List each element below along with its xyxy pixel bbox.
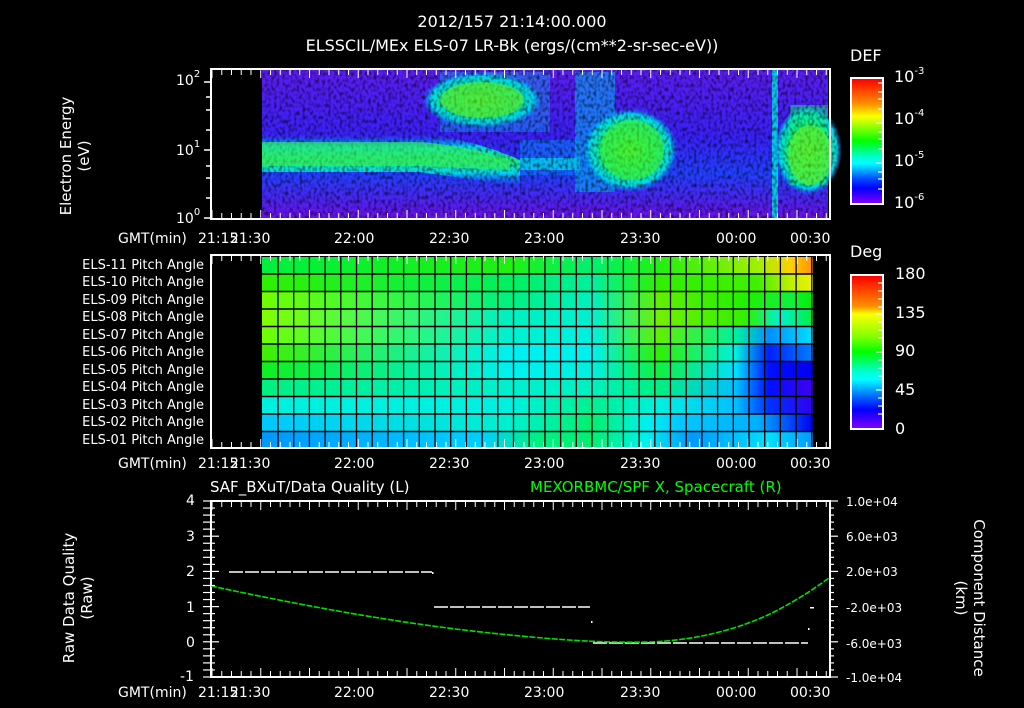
time-tick: 21:30 [230, 231, 271, 247]
row-label-els-08: ELS-08 Pitch Angle [82, 310, 204, 325]
row-label-els-05: ELS-05 Pitch Angle [82, 363, 204, 378]
time-tick: 00:30 [790, 456, 831, 472]
def-tick-1e-5: 10-5 [894, 150, 925, 170]
time-tick: 23:30 [620, 685, 661, 701]
dq-tick-neg1: -1 [180, 669, 194, 685]
time-tick: 00:30 [790, 685, 831, 701]
dq-tick-2: 2 [186, 564, 195, 580]
time-tick: 22:00 [334, 231, 375, 247]
time-tick: 21:30 [230, 456, 271, 472]
deg-tick-45: 45 [895, 380, 916, 399]
def-tick-1e-6: 10-6 [894, 192, 925, 212]
deg-colorbar-title: Deg [850, 242, 883, 261]
data-quality-axis-label: Raw Data Quality (Raw) [60, 532, 96, 664]
time-tick: 00:00 [716, 456, 757, 472]
time-tick: 22:30 [429, 456, 470, 472]
time-tick: 22:30 [429, 231, 470, 247]
dq-tick-4: 4 [186, 493, 195, 509]
time-tick: 23:00 [524, 456, 565, 472]
row-label-els-04: ELS-04 Pitch Angle [82, 380, 204, 395]
dq-tick-0: 0 [186, 635, 195, 651]
time-axis-label: GMT(min) [118, 231, 187, 247]
time-tick: 22:00 [334, 685, 375, 701]
row-label-els-02: ELS-02 Pitch Angle [82, 415, 204, 430]
energy-tick-1: 100 [176, 207, 201, 227]
deg-colorbar [850, 274, 884, 430]
pitch-angle-heatmap [262, 257, 813, 447]
def-tick-1e-4: 10-4 [894, 108, 925, 128]
time-tick: 21:15 [198, 231, 239, 247]
time-tick: 00:30 [790, 231, 831, 247]
dq-tick-1: 1 [186, 600, 195, 616]
time-tick: 22:00 [334, 456, 375, 472]
def-tick-1e-3: 10-3 [894, 66, 925, 86]
time-tick: 22:30 [429, 685, 470, 701]
deg-tick-0: 0 [895, 419, 906, 438]
row-label-els-01: ELS-01 Pitch Angle [82, 433, 204, 448]
deg-tick-90: 90 [895, 341, 916, 360]
dq-tick-3: 3 [186, 529, 195, 545]
def-colorbar-title: DEF [850, 46, 882, 65]
time-axis-label: GMT(min) [118, 456, 187, 472]
time-tick: 23:00 [524, 231, 565, 247]
time-tick: 21:15 [198, 685, 239, 701]
time-tick: 00:00 [716, 685, 757, 701]
energy-tick-10: 101 [176, 139, 201, 159]
dist-tick-2e3: 2.0e+03 [846, 565, 898, 579]
dist-tick-1e4: 1.0e+04 [846, 495, 898, 509]
row-label-els-10: ELS-10 Pitch Angle [82, 275, 204, 290]
time-tick: 21:30 [230, 685, 271, 701]
dist-tick-neg2e3: -2.0e+03 [846, 601, 903, 615]
deg-tick-180: 180 [895, 264, 926, 283]
row-label-els-11: ELS-11 Pitch Angle [82, 258, 204, 273]
distance-axis-label: Component Distance (km) [952, 519, 988, 677]
left-series-title: SAF_BXuT/Data Quality (L) [210, 478, 410, 496]
time-tick: 00:00 [716, 231, 757, 247]
def-colorbar [850, 77, 884, 205]
row-label-els-09: ELS-09 Pitch Angle [82, 293, 204, 308]
right-series-title: MEXORBMC/SPF X, Spacecraft (R) [530, 478, 782, 496]
row-label-els-03: ELS-03 Pitch Angle [82, 398, 204, 413]
plot-subtitle: ELSSCIL/MEx ELS-07 LR-Bk (ergs/(cm**2-sr… [305, 36, 719, 55]
dist-tick-6e3: 6.0e+03 [846, 530, 898, 544]
dist-tick-neg1e4: -1.0e+04 [846, 671, 903, 685]
time-tick: 23:30 [620, 456, 661, 472]
row-label-els-06: ELS-06 Pitch Angle [82, 345, 204, 360]
plot-timestamp: 2012/157 21:14:00.000 [417, 12, 607, 31]
time-tick: 21:15 [198, 456, 239, 472]
deg-tick-135: 135 [895, 303, 926, 322]
time-tick: 23:00 [524, 685, 565, 701]
dist-tick-neg6e3: -6.0e+03 [846, 637, 903, 651]
row-label-els-07: ELS-07 Pitch Angle [82, 328, 204, 343]
time-tick: 23:30 [620, 231, 661, 247]
energy-tick-100: 102 [176, 69, 201, 89]
time-axis-label: GMT(min) [118, 685, 187, 701]
